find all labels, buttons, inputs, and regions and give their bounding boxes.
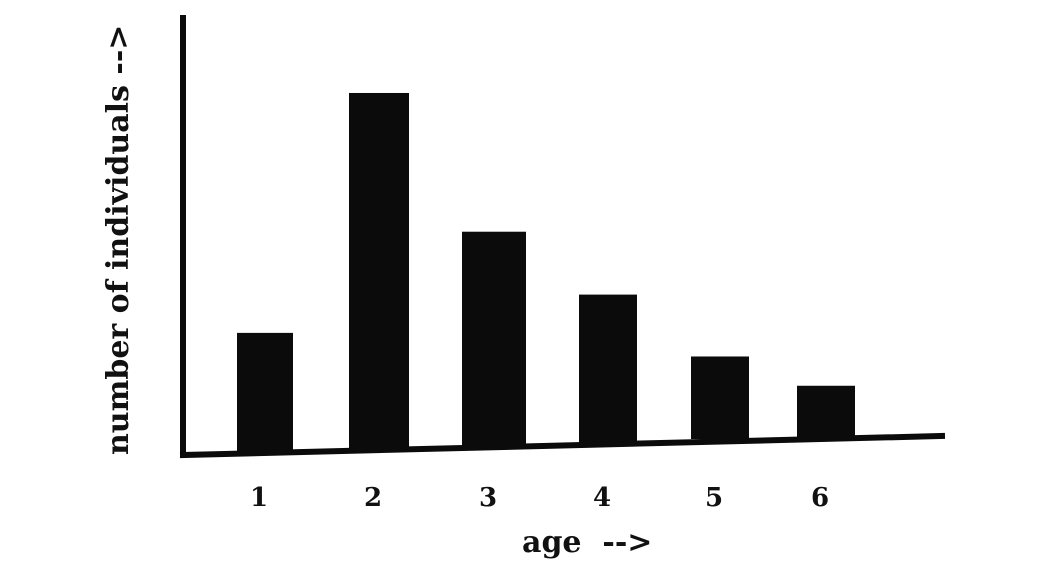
- x-tick-label-2: 2: [364, 483, 382, 513]
- y-axis-label: number of individuals -->: [101, 25, 136, 455]
- x-tick-label-3: 3: [479, 483, 497, 513]
- bar-age-2: [349, 92, 409, 450]
- bar-age-5: [691, 356, 749, 439]
- x-axis-line: [179, 432, 946, 459]
- x-tick-label-5: 5: [705, 483, 723, 513]
- x-tick-label-1: 1: [250, 483, 268, 513]
- bars-group: [237, 92, 855, 452]
- bar-age-3: [462, 231, 526, 446]
- bar-age-1: [237, 332, 293, 452]
- x-tick-label-6: 6: [811, 483, 829, 513]
- bar-age-6: [797, 385, 855, 439]
- bar-age-4: [579, 294, 637, 443]
- x-axis-label: age -->: [522, 525, 652, 560]
- x-tick-label-4: 4: [593, 483, 611, 513]
- x-tick-labels: 1 2 3 4 5 6: [250, 483, 829, 513]
